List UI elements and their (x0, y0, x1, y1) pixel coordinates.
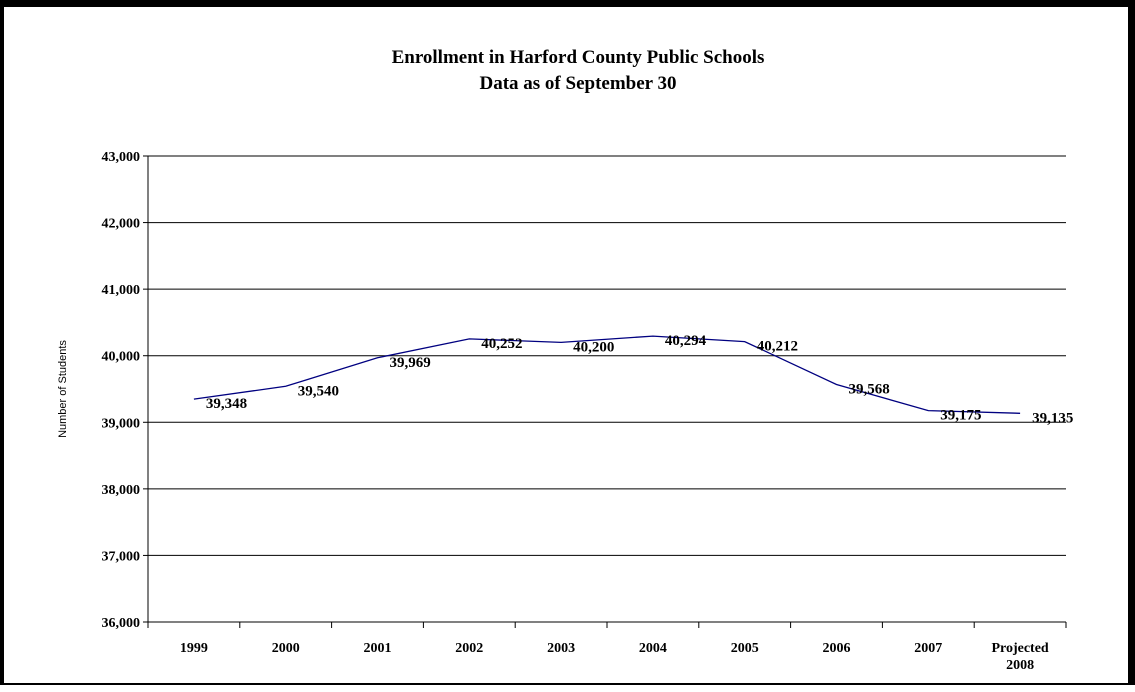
x-tick-label: 2004 (639, 641, 667, 656)
series-line (193, 335, 1021, 414)
y-tick-label: 39,000 (102, 416, 141, 431)
x-tick-label: 2001 (364, 641, 392, 656)
y-tick-label: 37,000 (102, 549, 141, 564)
y-axis-label: Number of Students (57, 340, 69, 438)
data-label: 40,294 (665, 333, 707, 349)
data-label: 40,212 (757, 339, 798, 355)
x-tick-label: Projected 2008 (991, 641, 1048, 673)
y-tick-label: 36,000 (102, 616, 141, 631)
axes (143, 155, 1067, 628)
x-tick-label: 2000 (272, 641, 300, 656)
y-tick-label: 43,000 (102, 150, 141, 165)
x-tick-label: 2005 (731, 641, 759, 656)
data-label: 39,135 (1032, 410, 1073, 426)
y-tick-label: 40,000 (102, 350, 141, 365)
data-label: 39,540 (298, 383, 339, 399)
gridlines (148, 155, 1066, 556)
data-label: 39,969 (390, 355, 431, 371)
data-label: 40,252 (481, 336, 522, 352)
x-tick-labels: 1999 2000 2001 2002 2003 2004 2005 2006 2007 Proj… (180, 641, 1049, 673)
chart-subtitle: Data as of September 30 (479, 73, 676, 94)
x-tick-label: 2003 (547, 641, 575, 656)
data-label: 39,348 (206, 396, 247, 412)
x-tick-label: 1999 (180, 641, 208, 656)
y-tick-label: 41,000 (102, 283, 141, 298)
data-label: 39,175 (940, 408, 981, 424)
y-tick-labels: 36,000 37,000 38,000 39,000 40,000 41,000 42,0… (102, 150, 141, 631)
data-labels: 39,348 39,540 39,969 40,252 40,200 40,294 40,2… (206, 333, 1073, 426)
x-tick-label: 2006 (823, 641, 851, 656)
enrollment-series-line (193, 335, 1021, 414)
y-tick-label: 38,000 (102, 483, 141, 498)
enrollment-line-chart: Enrollment in Harford County Public Scho… (57, 47, 1073, 673)
x-tick-label: 2007 (914, 641, 942, 656)
chart-title: Enrollment in Harford County Public Scho… (392, 47, 765, 68)
data-label: 39,568 (849, 381, 890, 397)
x-tick-label: 2002 (455, 641, 483, 656)
y-tick-label: 42,000 (102, 217, 141, 232)
data-label: 40,200 (573, 339, 614, 355)
